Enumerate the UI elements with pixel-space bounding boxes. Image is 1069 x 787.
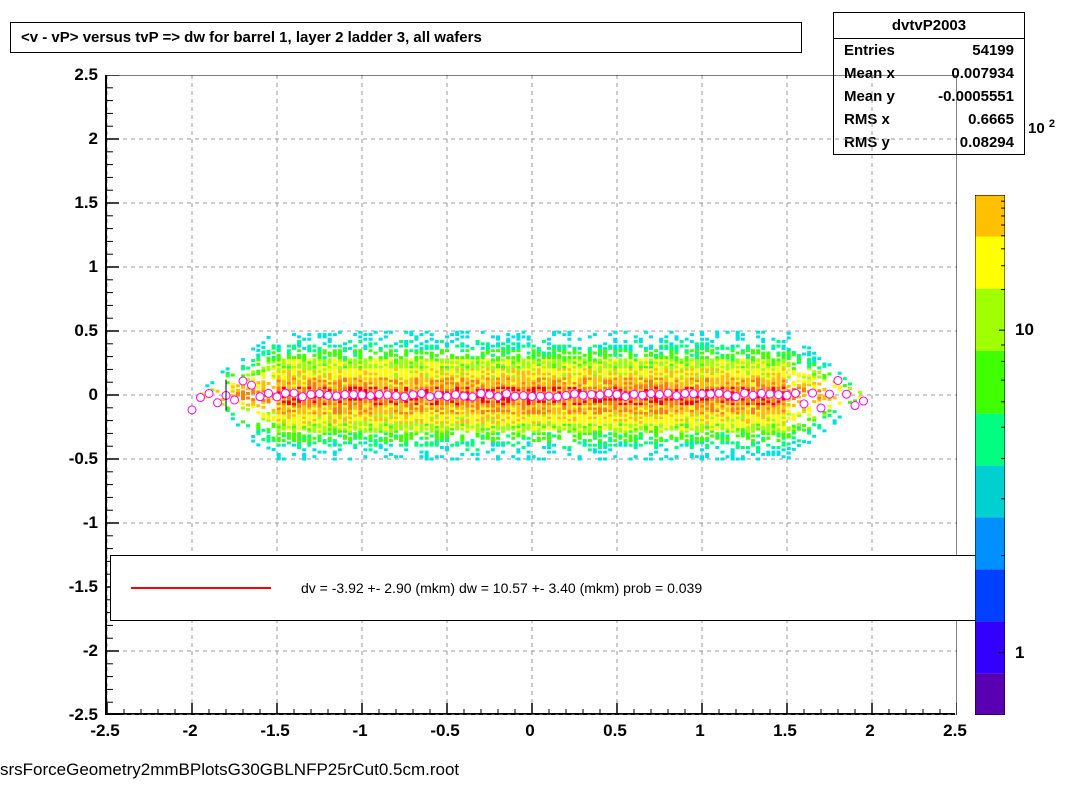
footer-filename: srsForceGeometry2mmBPlotsG30GBLNFP25rCut… — [0, 760, 459, 780]
stats-value: 0.08294 — [960, 134, 1014, 151]
x-tick-label: 1.5 — [773, 721, 797, 741]
title-text: <v - vP> versus tvP => dw for barrel 1, … — [21, 29, 482, 46]
x-tick-label: -1 — [352, 721, 367, 741]
stats-value: 0.007934 — [951, 65, 1014, 82]
colorbar-tick-label: 1 — [1015, 643, 1024, 663]
y-tick-label: -2 — [53, 641, 98, 661]
stats-label: Entries — [844, 42, 895, 59]
exp-base: 10 — [1028, 120, 1045, 137]
y-tick-label: 2 — [53, 129, 98, 149]
footer-text: srsForceGeometry2mmBPlotsG30GBLNFP25rCut… — [0, 760, 459, 779]
colorbar-svg — [975, 195, 1005, 715]
x-tick-label: 1 — [695, 721, 704, 741]
x-tick-label: -0.5 — [430, 721, 459, 741]
y-tick-label: 1.5 — [53, 193, 98, 213]
x-tick-label: 0 — [525, 721, 534, 741]
y-tick-label: -1 — [53, 513, 98, 533]
y-tick-label: -2.5 — [53, 705, 98, 725]
y-tick-label: 1 — [53, 257, 98, 277]
plot-title: <v - vP> versus tvP => dw for barrel 1, … — [10, 22, 802, 53]
colorbar — [975, 195, 1005, 715]
y-tick-label: 2.5 — [53, 65, 98, 85]
exp-power: 2 — [1049, 118, 1055, 130]
x-tick-label: 2 — [865, 721, 874, 741]
fit-legend: dv = -3.92 +- 2.90 (mkm) dw = 10.57 +- 3… — [110, 555, 992, 621]
y-tick-label: 0 — [53, 385, 98, 405]
x-tick-label: 2.5 — [943, 721, 967, 741]
stats-row: Entries 54199 — [834, 39, 1024, 62]
y-tick-label: -0.5 — [53, 449, 98, 469]
fit-line-sample — [131, 587, 271, 589]
x-tick-label: 0.5 — [603, 721, 627, 741]
y-tick-label: 0.5 — [53, 321, 98, 341]
stats-value: 0.6665 — [968, 111, 1014, 128]
x-tick-label: -2 — [182, 721, 197, 741]
stats-name: dvtvP2003 — [834, 13, 1024, 39]
fit-text: dv = -3.92 +- 2.90 (mkm) dw = 10.57 +- 3… — [301, 580, 702, 596]
colorbar-tick-label: 10 — [1015, 320, 1034, 340]
y-tick-label: -1.5 — [53, 577, 98, 597]
x-tick-label: -1.5 — [260, 721, 289, 741]
color-exponent: 10 2 — [1028, 118, 1055, 137]
stats-value: 54199 — [972, 42, 1014, 59]
